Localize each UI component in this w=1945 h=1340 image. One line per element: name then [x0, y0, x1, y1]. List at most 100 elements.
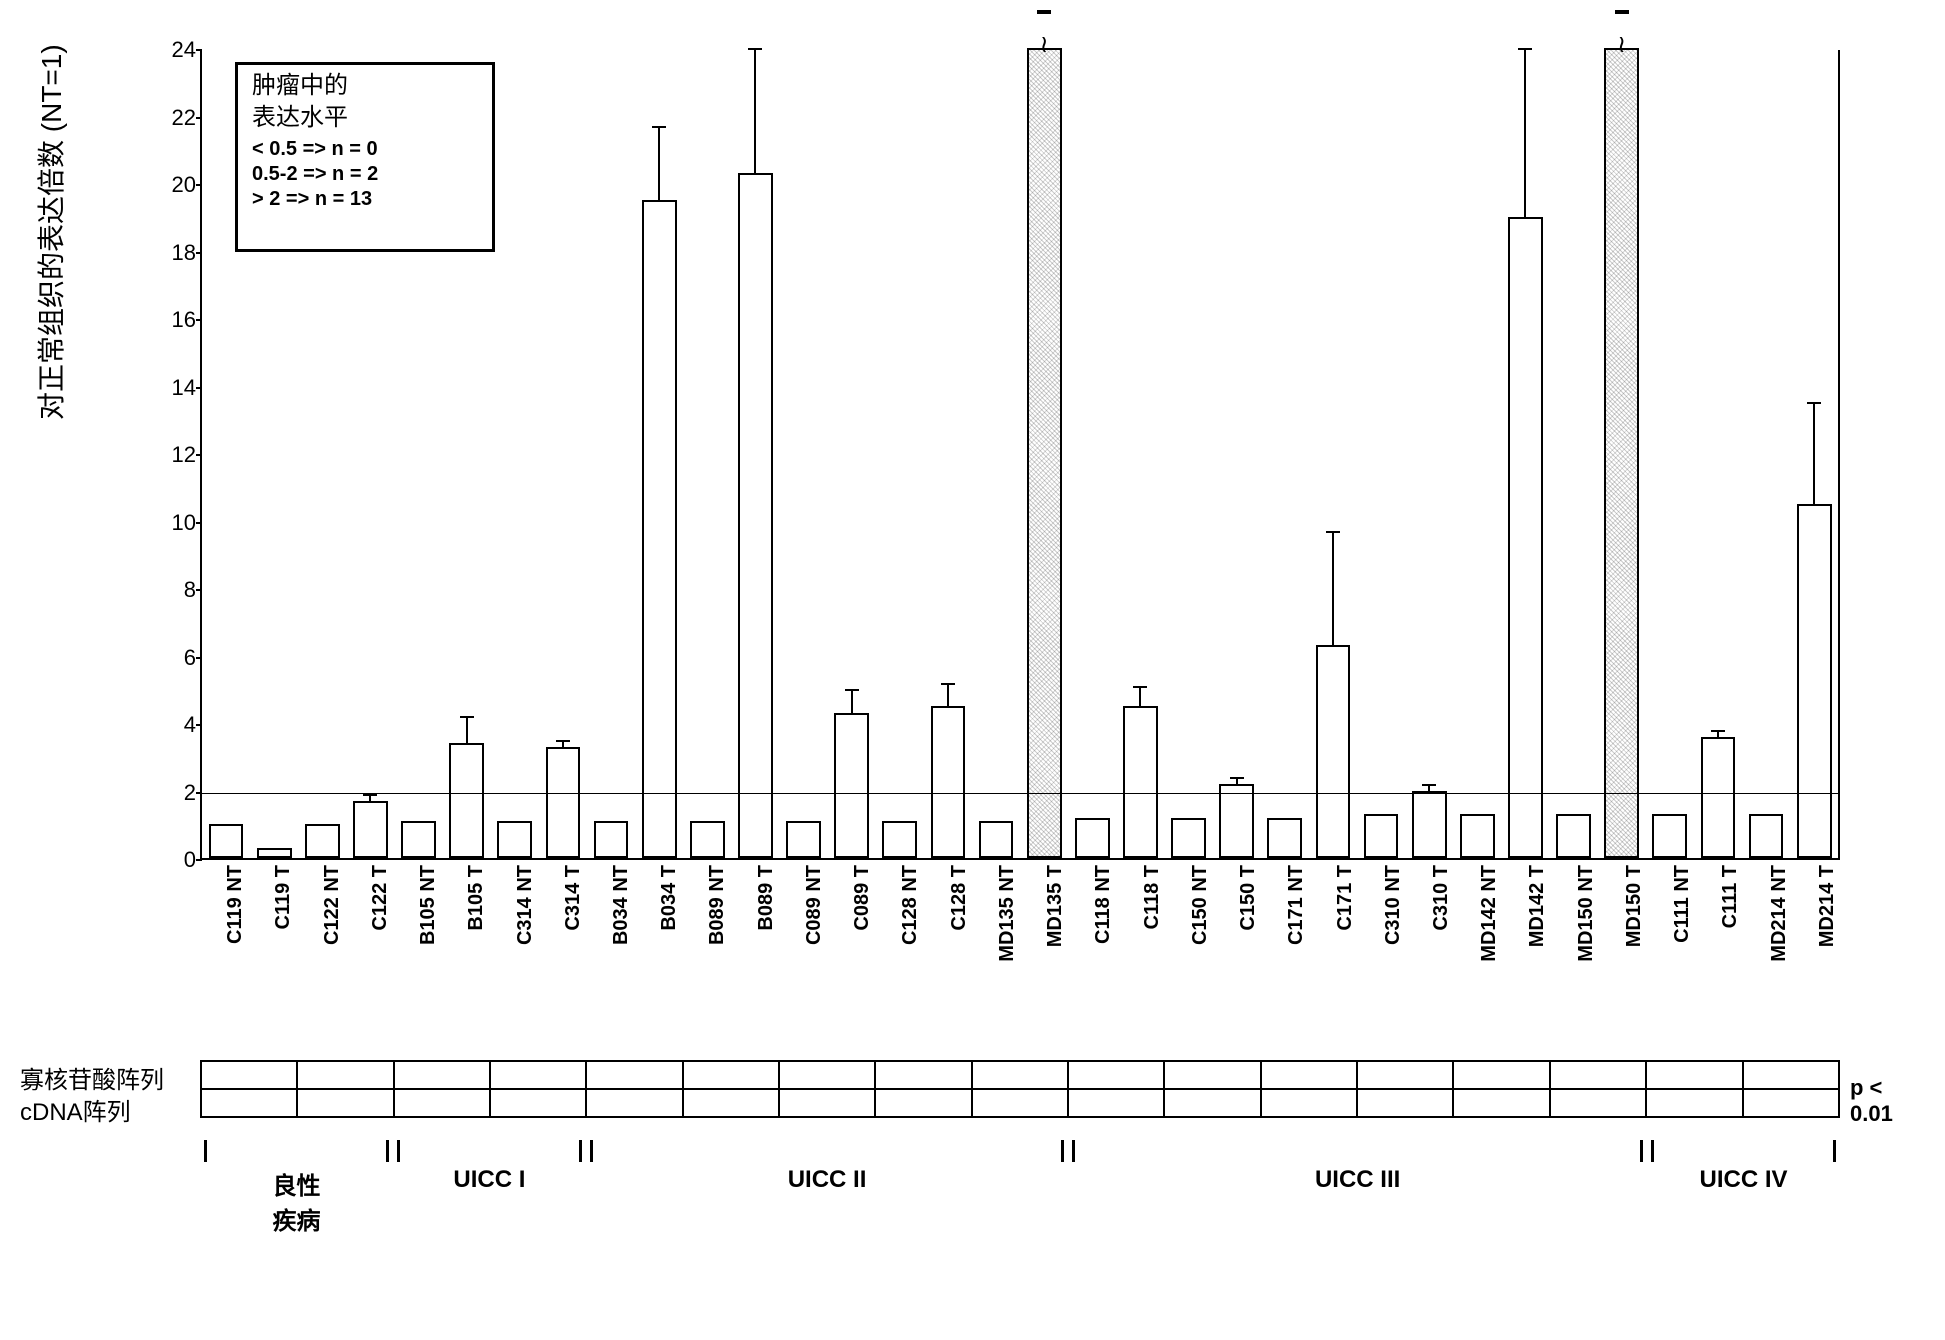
array-cell — [1550, 1089, 1646, 1117]
x-tick-label: B089 NT — [706, 865, 729, 945]
y-tick: 2 — [152, 780, 196, 806]
bar — [1267, 818, 1302, 859]
x-tick-label: MD142 T — [1526, 865, 1549, 947]
bar-slot — [683, 50, 731, 858]
x-tick-label: C119 NT — [224, 865, 247, 944]
bar — [1316, 645, 1351, 858]
x-tick-label: MD142 NT — [1478, 865, 1501, 962]
axis-break-icon: ≀ — [1040, 30, 1049, 59]
array-row1-label: 寡核苷酸阵列 — [20, 1060, 164, 1095]
x-tick-label: C171 NT — [1285, 865, 1308, 945]
bar-slot — [972, 50, 1020, 858]
error-bar — [1621, 10, 1623, 14]
x-tick-label: C310 NT — [1382, 865, 1405, 945]
bar — [1556, 814, 1591, 858]
bar-slot — [491, 50, 539, 858]
y-tick: 20 — [152, 172, 196, 198]
stage-bracket — [590, 1140, 1064, 1162]
bar — [1075, 818, 1110, 859]
x-tick-label: C089 NT — [803, 865, 826, 945]
x-tick-label: C122 T — [369, 865, 392, 931]
bar — [1412, 791, 1447, 859]
array-cell — [1453, 1061, 1549, 1089]
x-tick-label: C128 NT — [899, 865, 922, 945]
bar — [1749, 814, 1784, 858]
stage-bracket — [1072, 1140, 1643, 1162]
bar-slot — [731, 50, 779, 858]
x-tick-label: C128 T — [948, 865, 971, 931]
bar-slot — [1550, 50, 1598, 858]
bar-slot — [587, 50, 635, 858]
bar: ≀ — [1604, 48, 1639, 858]
p-value: p < 0.01 — [1850, 1075, 1920, 1127]
x-tick-label: MD135 T — [1044, 865, 1067, 947]
chart-container: 对正常组织的表达倍数 (NT=1) 肿瘤中的 表达水平 < 0.5 => n =… — [20, 20, 1920, 1320]
x-tick-label: C171 T — [1334, 865, 1357, 931]
bar — [353, 801, 388, 858]
array-cell — [1743, 1061, 1840, 1089]
bar — [1797, 504, 1832, 858]
bar — [1171, 818, 1206, 859]
x-tick-label: MD214 T — [1816, 865, 1839, 947]
bar — [497, 821, 532, 858]
stage-row: 良性 疾病UICC IUICC IIUICC IIIUICC IV — [200, 1140, 1840, 1240]
bar — [834, 713, 869, 858]
x-tick-label: C118 T — [1141, 865, 1164, 929]
legend-row-0: < 0.5 => n = 0 — [252, 138, 478, 161]
bar-slot — [1357, 50, 1405, 858]
array-cell — [490, 1061, 586, 1089]
array-cell — [297, 1089, 393, 1117]
x-tick-label: C111 T — [1719, 865, 1742, 928]
array-cell — [1261, 1061, 1357, 1089]
array-cell — [1453, 1089, 1549, 1117]
bar-slot — [876, 50, 924, 858]
y-tick: 16 — [152, 307, 196, 333]
bar — [1219, 784, 1254, 858]
x-tick-label: MD150 NT — [1575, 865, 1598, 962]
array-cell — [972, 1089, 1068, 1117]
array-cell — [1550, 1061, 1646, 1089]
array-cell — [1646, 1089, 1742, 1117]
y-tick: 8 — [152, 577, 196, 603]
x-tick-label: C150 T — [1237, 865, 1260, 931]
array-cell — [586, 1061, 682, 1089]
array-cell — [1646, 1061, 1742, 1089]
gridline — [202, 793, 1838, 794]
bar — [1123, 706, 1158, 858]
x-tick-label: C111 NT — [1671, 865, 1694, 943]
x-tick-label: B105 T — [465, 865, 488, 931]
bar — [594, 821, 629, 858]
array-cell — [1164, 1061, 1260, 1089]
bar-slot — [1165, 50, 1213, 858]
stage-label: UICC I — [393, 1166, 586, 1194]
x-tick-label: C310 T — [1430, 865, 1453, 931]
bar — [931, 706, 966, 858]
bar — [786, 821, 821, 858]
stage-bracket — [204, 1140, 389, 1162]
bar — [690, 821, 725, 858]
stage-bracket — [397, 1140, 582, 1162]
array-row2-label: cDNA阵列 — [20, 1092, 131, 1127]
bar — [1652, 814, 1687, 858]
y-tick: 14 — [152, 375, 196, 401]
legend-row-2: > 2 => n = 13 — [252, 188, 478, 211]
y-tick: 12 — [152, 442, 196, 468]
array-cell — [297, 1061, 393, 1089]
array-cell — [1357, 1061, 1453, 1089]
x-labels: C119 NTC119 TC122 NTC122 TB105 NTB105 TC… — [200, 865, 1840, 1045]
bar-slot — [1453, 50, 1501, 858]
bar-slot — [1116, 50, 1164, 858]
array-cell — [394, 1061, 490, 1089]
bar-slot: ≀ — [1598, 50, 1646, 858]
array-cell — [1068, 1089, 1164, 1117]
bar-slot — [1213, 50, 1261, 858]
bar-slot — [1405, 50, 1453, 858]
bar-slot — [1790, 50, 1838, 858]
y-tick: 24 — [152, 37, 196, 63]
y-axis-label: 对正常组织的表达倍数 (NT=1) — [30, 44, 70, 420]
array-cell — [683, 1061, 779, 1089]
x-tick-label: C314 T — [562, 865, 585, 931]
array-cell — [201, 1089, 297, 1117]
array-cell — [1357, 1089, 1453, 1117]
array-cell — [201, 1061, 297, 1089]
